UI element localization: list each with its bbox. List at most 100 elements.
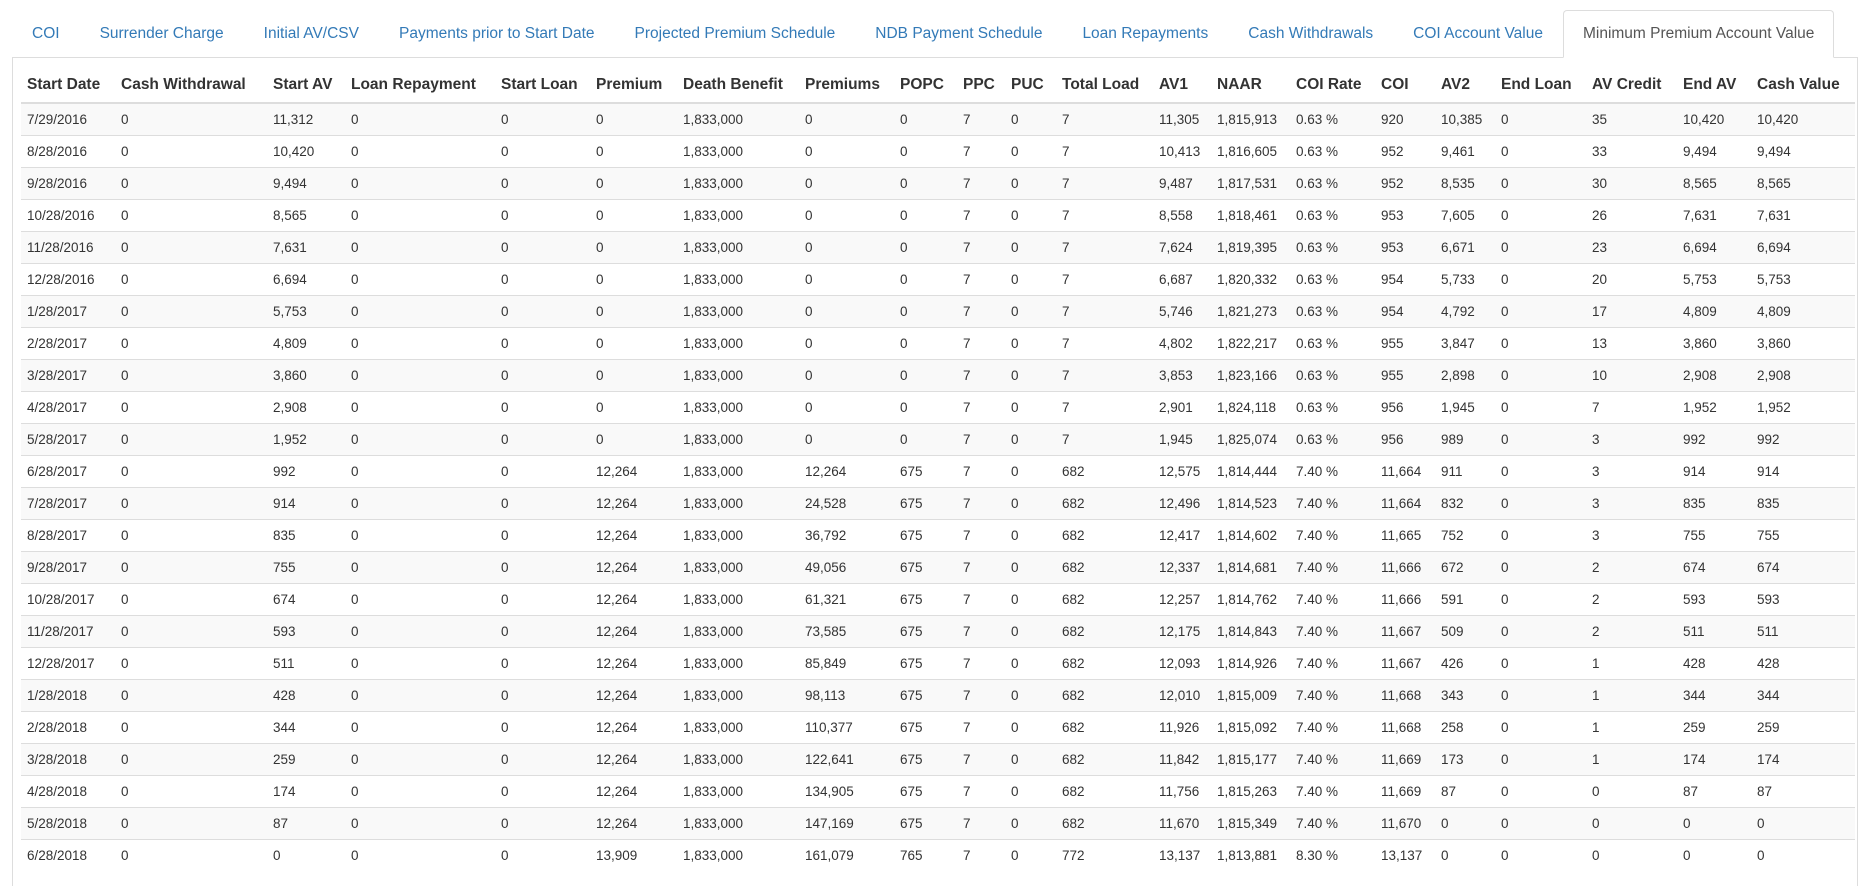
table-cell: 0 <box>1005 519 1056 552</box>
table-cell: 12,264 <box>590 679 677 712</box>
table-cell: 0 <box>345 199 495 232</box>
table-cell: 954 <box>1375 263 1435 296</box>
table-cell: 0 <box>115 551 267 584</box>
tab[interactable]: COI <box>32 25 60 42</box>
table-cell: 0 <box>590 263 677 296</box>
table-cell: 765 <box>894 839 957 871</box>
table-cell: 1,833,000 <box>677 487 799 520</box>
table-cell: 8,558 <box>1153 199 1211 232</box>
tab[interactable]: Initial AV/CSV <box>263 25 359 42</box>
table-cell: 0 <box>1495 359 1586 392</box>
table-cell: 675 <box>894 519 957 552</box>
table-cell: 1/28/2017 <box>21 295 115 328</box>
table-cell: 9,494 <box>267 167 345 200</box>
table-cell: 674 <box>1751 551 1855 584</box>
table-cell: 0 <box>345 455 495 488</box>
table-cell: 593 <box>1751 583 1855 616</box>
table-cell: 1,952 <box>267 423 345 456</box>
table-cell: 11,312 <box>267 102 345 136</box>
table-cell: 0 <box>345 423 495 456</box>
table-cell: 7,631 <box>1677 199 1751 232</box>
table-cell: 1,833,000 <box>677 327 799 360</box>
table-cell: 87 <box>1677 775 1751 808</box>
table-cell: 0 <box>1495 551 1586 584</box>
table-cell: 174 <box>267 775 345 808</box>
table-cell: 11,842 <box>1153 743 1211 776</box>
table-cell: 73,585 <box>799 615 894 648</box>
table-cell: 0 <box>1495 487 1586 520</box>
table-cell: 682 <box>1056 743 1153 776</box>
table-cell: 0 <box>115 807 267 840</box>
table-cell: 0 <box>115 583 267 616</box>
column-header: AV Credit <box>1586 67 1677 104</box>
tab[interactable]: Cash Withdrawals <box>1248 25 1374 42</box>
table-cell: 3 <box>1586 519 1677 552</box>
table-cell: 1,822,217 <box>1211 327 1290 360</box>
column-header: POPC <box>894 67 957 104</box>
table-cell: 953 <box>1375 199 1435 232</box>
table-cell: 911 <box>1435 455 1495 488</box>
table-cell: 0 <box>495 135 590 168</box>
tab[interactable]: NDB Payment Schedule <box>875 25 1043 42</box>
table-cell: 0 <box>1435 839 1495 871</box>
tab[interactable]: Projected Premium Schedule <box>634 25 836 42</box>
table-cell: 10,420 <box>1677 102 1751 136</box>
tab[interactable]: Surrender Charge <box>99 25 224 42</box>
table-cell: 1,815,913 <box>1211 102 1290 136</box>
table-cell: 0 <box>590 135 677 168</box>
page: COI Surrender Charge Initial AV/CSV Payment… <box>12 10 1858 886</box>
table-cell: 1,833,000 <box>677 231 799 264</box>
table-cell: 0 <box>115 455 267 488</box>
table-cell: 12/28/2017 <box>21 647 115 680</box>
table-cell: 682 <box>1056 807 1153 840</box>
table-cell: 0 <box>1495 135 1586 168</box>
table-cell: 835 <box>1677 487 1751 520</box>
table-cell: 0 <box>495 647 590 680</box>
header-row: Start Date Cash Withdrawal Start AV Loan Re… <box>21 67 1855 104</box>
table-cell: 0 <box>1005 423 1056 456</box>
table-cell: 1,833,000 <box>677 647 799 680</box>
table-cell: 7 <box>957 263 1005 296</box>
tab[interactable]: Minimum Premium Account Value <box>1562 10 1835 58</box>
table-cell: 11/28/2016 <box>21 231 115 264</box>
table-cell: 0 <box>345 807 495 840</box>
table-cell: 0 <box>495 231 590 264</box>
table-cell: 0 <box>495 711 590 744</box>
table-cell: 0 <box>115 199 267 232</box>
table-cell: 7 <box>1056 295 1153 328</box>
table-cell: 7.40 % <box>1290 519 1375 552</box>
table-cell: 8,535 <box>1435 167 1495 200</box>
table-cell: 12,264 <box>590 551 677 584</box>
table-cell: 13,909 <box>590 839 677 871</box>
table-cell: 0 <box>345 775 495 808</box>
table-cell: 0 <box>345 647 495 680</box>
table-cell: 174 <box>1677 743 1751 776</box>
table-cell: 1,833,000 <box>677 583 799 616</box>
table-cell: 173 <box>1435 743 1495 776</box>
table-row: 8/28/2016 0 10,420 0 0 0 1,833,000 0 0 7 0 7 10,413 1… <box>21 135 1855 168</box>
table-cell: 7 <box>957 359 1005 392</box>
table-cell: 7 <box>1056 102 1153 136</box>
tab[interactable]: Loan Repayments <box>1082 25 1209 42</box>
table-cell: 0 <box>799 263 894 296</box>
tab[interactable]: Payments prior to Start Date <box>398 25 595 42</box>
column-header: End AV <box>1677 67 1751 104</box>
table-cell: 1,825,074 <box>1211 423 1290 456</box>
table-cell: 0 <box>345 519 495 552</box>
table-row: 2/28/2017 0 4,809 0 0 0 1,833,000 0 0 7 0 7 4,802 1,8… <box>21 327 1855 360</box>
table-row: 8/28/2017 0 835 0 0 12,264 1,833,000 36,792 675 7… <box>21 519 1855 552</box>
column-header: AV2 <box>1435 67 1495 104</box>
table-cell: 2 <box>1586 615 1677 648</box>
table-row: 5/28/2017 0 1,952 0 0 0 1,833,000 0 0 7 0 7 1,945 1,8… <box>21 423 1855 456</box>
table-cell: 6,687 <box>1153 263 1211 296</box>
table-cell: 755 <box>1751 519 1855 552</box>
table-cell: 7.40 % <box>1290 551 1375 584</box>
tab[interactable]: COI Account Value <box>1413 25 1543 42</box>
table-cell: 0 <box>495 583 590 616</box>
table-cell: 1,833,000 <box>677 423 799 456</box>
table-cell: 11/28/2017 <box>21 615 115 648</box>
table-cell: 0 <box>894 135 957 168</box>
table-cell: 0 <box>894 295 957 328</box>
table-cell: 7 <box>957 391 1005 424</box>
table-cell: 2/28/2018 <box>21 711 115 744</box>
